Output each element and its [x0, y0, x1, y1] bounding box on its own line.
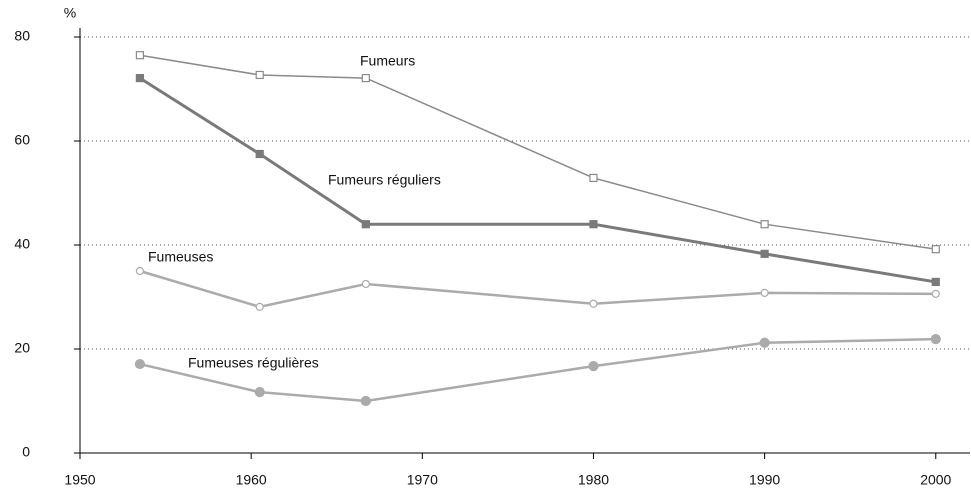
series-line	[139, 337, 936, 403]
y-tick-label: 20	[14, 340, 30, 356]
series-line	[139, 76, 937, 284]
x-tick-label: 1970	[407, 472, 438, 488]
point	[588, 361, 599, 372]
y-tick-label: 0	[22, 444, 30, 460]
point	[135, 73, 145, 83]
point	[760, 249, 769, 258]
y-tick-label: 60	[14, 132, 30, 148]
point	[931, 245, 940, 254]
point	[760, 220, 769, 229]
point	[589, 299, 598, 308]
y-tick-label: 80	[14, 28, 30, 44]
x-tick-label: 2000	[920, 472, 951, 488]
point	[930, 334, 941, 345]
point	[361, 220, 370, 229]
x-tick-label: 1980	[578, 472, 609, 488]
point	[361, 73, 370, 83]
series-label: Fumeurs réguliers	[328, 172, 441, 188]
y-tick-label: 40	[14, 236, 30, 252]
series-line	[139, 54, 936, 250]
y-axis-label: %	[64, 5, 76, 21]
point	[931, 289, 940, 298]
point	[931, 277, 940, 287]
point	[760, 288, 769, 297]
x-tick-label: 1990	[749, 472, 780, 488]
point	[255, 70, 264, 80]
point	[589, 173, 598, 183]
point	[589, 220, 598, 229]
point	[759, 337, 770, 348]
series-line	[139, 269, 936, 309]
point	[135, 266, 145, 276]
x-tick-label: 1960	[236, 472, 267, 488]
point	[134, 358, 146, 370]
point	[255, 302, 264, 311]
point	[255, 149, 264, 159]
series-label: Fumeurs	[360, 53, 415, 69]
point	[361, 279, 370, 289]
point	[360, 395, 371, 407]
series-label: Fumeuses régulières	[188, 355, 319, 371]
point	[254, 387, 265, 398]
x-tick-label: 1950	[64, 472, 95, 488]
point	[135, 51, 145, 60]
series-label: Fumeuses	[148, 249, 213, 265]
